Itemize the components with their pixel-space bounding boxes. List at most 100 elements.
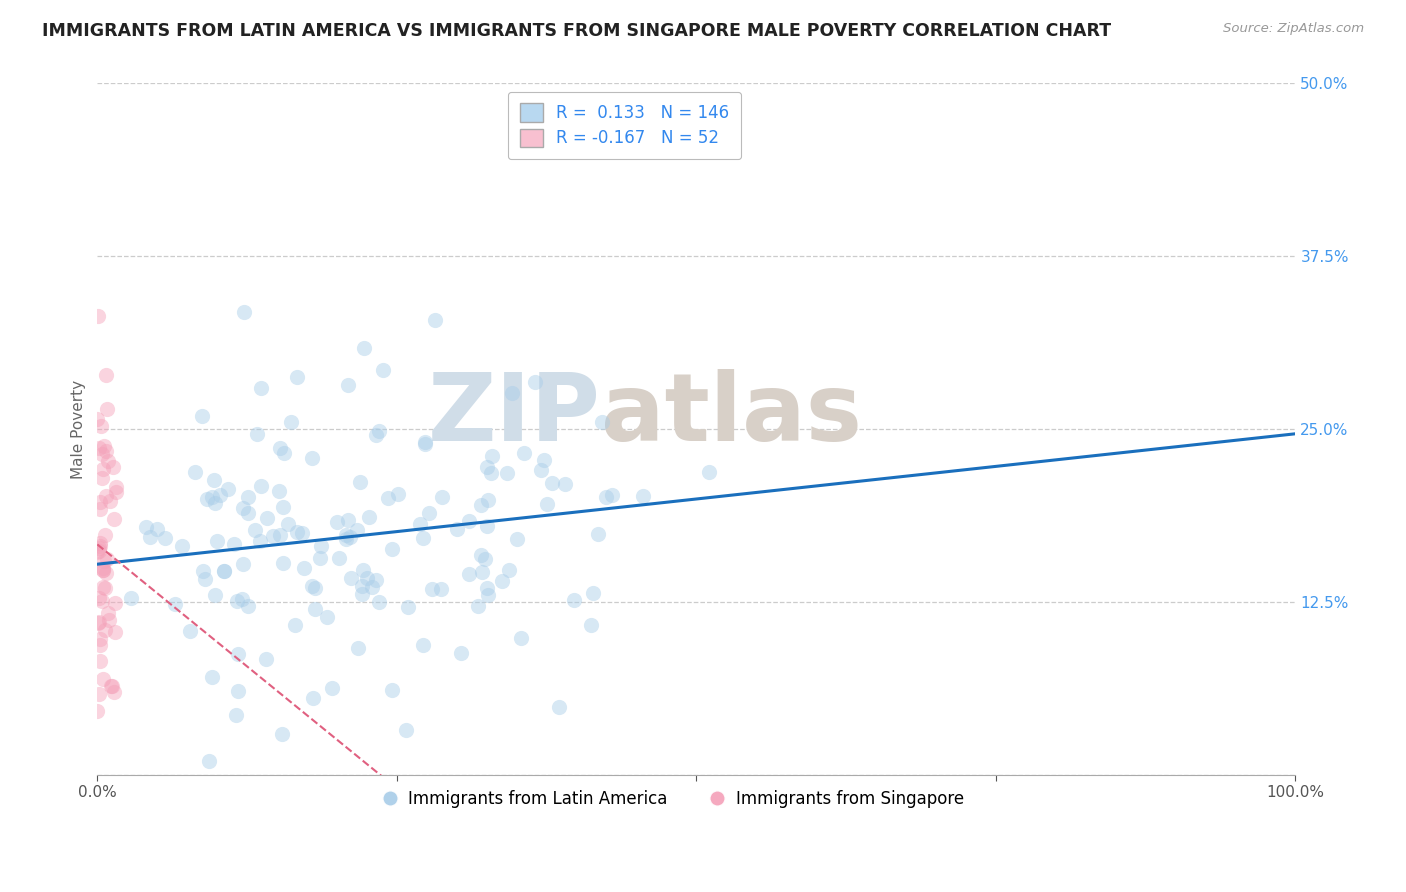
Point [564,593,586,607]
Point [212,564,235,578]
Point [91,462,114,476]
Point [225,708,247,723]
Point [249,534,271,549]
Point [90,418,112,433]
Point [170,539,193,553]
Point [284,618,307,632]
Point [208,488,231,502]
Point [86,615,108,630]
Point [292,561,315,575]
Point [104,625,127,640]
Point [103,459,125,474]
Point [246,427,269,442]
Point [232,557,254,571]
Point [477,588,499,602]
Point [631,489,654,503]
Point [86,412,108,426]
Point [267,484,290,499]
Point [457,515,479,529]
Point [477,519,499,533]
Point [304,602,326,616]
Point [98,493,121,508]
Point [222,537,245,551]
Point [94,581,117,595]
Point [153,531,176,545]
Point [346,523,368,537]
Point [387,487,409,501]
Point [93,554,115,568]
Point [350,579,373,593]
Point [368,424,391,438]
Point [204,588,226,602]
Point [226,593,249,607]
Point [423,313,446,327]
Point [586,527,609,541]
Point [347,641,370,656]
Point [195,492,218,507]
Point [280,415,302,429]
Point [501,386,523,401]
Point [301,451,323,466]
Point [697,466,720,480]
Point [316,609,339,624]
Point [335,532,357,546]
Point [471,566,494,580]
Point [269,442,291,456]
Point [89,540,111,554]
Point [523,376,546,390]
Point [105,480,128,494]
Point [93,672,115,686]
Point [479,467,502,481]
Point [236,599,259,613]
Point [321,681,343,695]
Point [481,449,503,463]
Point [311,539,333,553]
Point [340,571,363,585]
Point [94,566,117,580]
Point [291,526,314,541]
Point [89,632,111,647]
Point [94,489,117,503]
Point [89,543,111,558]
Point [506,532,529,546]
Point [105,485,128,500]
Point [194,572,217,586]
Point [413,437,436,451]
Point [381,542,404,557]
Point [446,522,468,536]
Point [301,690,323,705]
Point [96,402,118,417]
Point [412,531,434,545]
Point [582,585,605,599]
Point [200,670,222,684]
Point [87,591,110,605]
Point [93,563,115,577]
Point [86,545,108,559]
Point [600,488,623,502]
Point [371,363,394,377]
Point [91,581,114,595]
Point [100,679,122,693]
Point [474,551,496,566]
Text: ZIP: ZIP [427,369,600,461]
Point [236,490,259,504]
Point [475,581,498,595]
Point [591,415,613,429]
Point [533,453,555,467]
Point [413,434,436,449]
Point [536,497,558,511]
Point [430,582,453,596]
Point [328,551,350,566]
Point [86,704,108,718]
Point [277,517,299,532]
Point [236,506,259,520]
Point [250,381,273,395]
Point [91,561,114,575]
Point [530,463,553,477]
Point [101,679,124,693]
Legend: Immigrants from Latin America, Immigrants from Singapore: Immigrants from Latin America, Immigrant… [374,783,970,815]
Point [96,552,118,566]
Point [103,512,125,526]
Point [339,530,361,544]
Point [94,623,117,637]
